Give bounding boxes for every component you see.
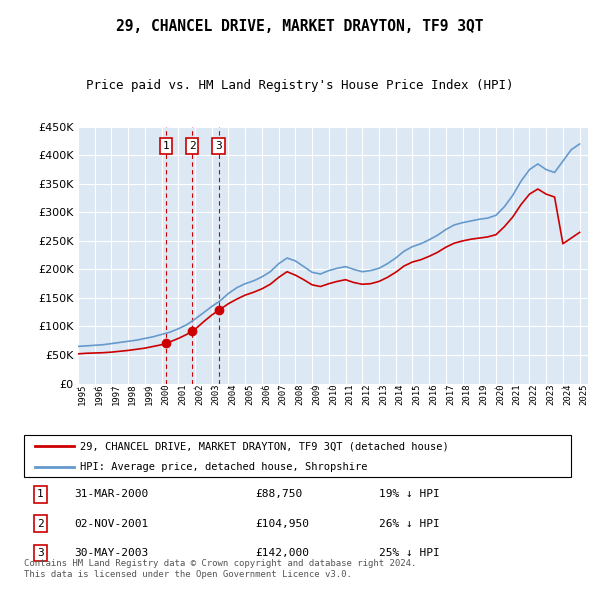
Text: 2001: 2001 [178, 384, 187, 405]
Text: 2010: 2010 [329, 384, 338, 405]
Text: 2007: 2007 [278, 384, 287, 405]
Text: 2025: 2025 [580, 384, 589, 405]
Text: 3: 3 [215, 141, 222, 151]
Text: £142,000: £142,000 [255, 548, 309, 558]
Text: 2008: 2008 [295, 384, 304, 405]
Text: 2023: 2023 [546, 384, 555, 405]
Text: 19% ↓ HPI: 19% ↓ HPI [379, 489, 440, 499]
Text: 29, CHANCEL DRIVE, MARKET DRAYTON, TF9 3QT: 29, CHANCEL DRIVE, MARKET DRAYTON, TF9 3… [116, 19, 484, 34]
Text: 25% ↓ HPI: 25% ↓ HPI [379, 548, 440, 558]
Text: 30-MAY-2003: 30-MAY-2003 [74, 548, 149, 558]
Text: 2013: 2013 [379, 384, 388, 405]
Text: 1998: 1998 [128, 384, 137, 405]
Text: 2: 2 [37, 519, 44, 529]
Text: £88,750: £88,750 [255, 489, 302, 499]
Text: 31-MAR-2000: 31-MAR-2000 [74, 489, 149, 499]
Text: 2011: 2011 [346, 384, 355, 405]
Text: Price paid vs. HM Land Registry's House Price Index (HPI): Price paid vs. HM Land Registry's House … [86, 78, 514, 91]
Text: 02-NOV-2001: 02-NOV-2001 [74, 519, 149, 529]
Text: 1999: 1999 [145, 384, 154, 405]
Text: 2020: 2020 [496, 384, 505, 405]
Text: 2024: 2024 [563, 384, 572, 405]
Text: 2002: 2002 [195, 384, 204, 405]
Text: 2: 2 [189, 141, 196, 151]
Text: 2019: 2019 [479, 384, 488, 405]
Text: £104,950: £104,950 [255, 519, 309, 529]
Text: 2000: 2000 [161, 384, 170, 405]
Text: 1: 1 [37, 489, 44, 499]
Text: 2012: 2012 [362, 384, 371, 405]
Text: 2014: 2014 [396, 384, 405, 405]
Text: 2021: 2021 [513, 384, 522, 405]
Text: HPI: Average price, detached house, Shropshire: HPI: Average price, detached house, Shro… [80, 462, 368, 472]
Text: 29, CHANCEL DRIVE, MARKET DRAYTON, TF9 3QT (detached house): 29, CHANCEL DRIVE, MARKET DRAYTON, TF9 3… [80, 441, 449, 451]
FancyBboxPatch shape [23, 434, 571, 477]
Text: 26% ↓ HPI: 26% ↓ HPI [379, 519, 440, 529]
Text: Contains HM Land Registry data © Crown copyright and database right 2024.
This d: Contains HM Land Registry data © Crown c… [23, 559, 416, 579]
Text: 2005: 2005 [245, 384, 254, 405]
Text: 2018: 2018 [463, 384, 472, 405]
Text: 1996: 1996 [95, 384, 104, 405]
Text: 3: 3 [37, 548, 44, 558]
Text: 1997: 1997 [112, 384, 121, 405]
Text: 1995: 1995 [78, 384, 87, 405]
Text: 2022: 2022 [529, 384, 538, 405]
Text: 1: 1 [163, 141, 169, 151]
Text: 2017: 2017 [446, 384, 455, 405]
Text: 2009: 2009 [312, 384, 321, 405]
Text: 2015: 2015 [412, 384, 421, 405]
Text: 2004: 2004 [229, 384, 238, 405]
Text: 2016: 2016 [429, 384, 438, 405]
Text: 2006: 2006 [262, 384, 271, 405]
Text: 2003: 2003 [212, 384, 221, 405]
